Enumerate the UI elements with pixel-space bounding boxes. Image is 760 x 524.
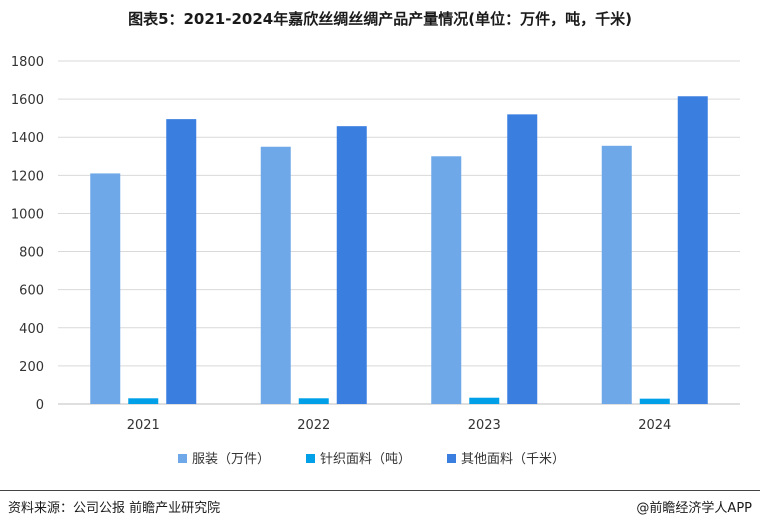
copyright-note: @前瞻经济学人APP <box>636 501 752 516</box>
bar-2022-series-2 <box>298 398 329 404</box>
x-axis-ticks: 2021 2022 2023 2024 <box>127 418 672 433</box>
bars <box>90 96 708 405</box>
bar-2021-series-1 <box>90 173 121 404</box>
bar-2024-series-2 <box>639 398 670 404</box>
bar-2024-series-1 <box>601 145 632 404</box>
legend-swatch <box>306 454 315 463</box>
source-note: 资料来源：公司公报 前瞻产业研究院 <box>8 501 221 516</box>
chart-title: 图表5：2021-2024年嘉欣丝绸丝绸产品产量情况(单位：万件，吨，千米) <box>128 10 632 28</box>
bar-2022-series-1 <box>260 146 291 404</box>
y-tick-label: 1400 <box>11 131 44 146</box>
y-tick-label: 1600 <box>11 93 44 108</box>
bar-2022-series-3 <box>336 126 367 405</box>
x-tick-label: 2024 <box>638 418 671 433</box>
bar-2024-series-3 <box>677 96 708 404</box>
gridlines <box>58 60 740 405</box>
legend-swatch <box>178 454 187 463</box>
legend: 服装（万件） 针织面料（吨） 其他面料（千米） <box>178 452 565 467</box>
y-tick-label: 1000 <box>11 207 44 222</box>
x-tick-label: 2021 <box>127 418 160 433</box>
x-tick-label: 2022 <box>297 418 330 433</box>
y-tick-label: 400 <box>19 322 44 337</box>
bar-2023-series-2 <box>469 397 500 404</box>
bar-2021-series-3 <box>166 119 197 404</box>
y-tick-label: 0 <box>36 398 44 413</box>
y-axis-ticks: 0 200 400 600 800 1000 1200 1400 1600 1800 <box>11 55 44 413</box>
y-tick-label: 1800 <box>11 55 44 70</box>
legend-label: 服装（万件） <box>192 452 270 467</box>
bar-2021-series-2 <box>128 398 159 404</box>
y-tick-label: 1200 <box>11 169 44 184</box>
legend-label: 其他面料（千米） <box>461 452 565 467</box>
footer: 资料来源：公司公报 前瞻产业研究院 @前瞻经济学人APP <box>0 490 760 521</box>
y-tick-label: 800 <box>19 246 44 261</box>
bar-2023-series-1 <box>431 156 462 404</box>
bar-2023-series-3 <box>507 114 538 404</box>
y-tick-label: 600 <box>19 284 44 299</box>
x-tick-label: 2023 <box>468 418 501 433</box>
legend-swatch <box>447 454 456 463</box>
y-tick-label: 200 <box>19 360 44 375</box>
legend-label: 针织面料（吨） <box>320 452 411 467</box>
